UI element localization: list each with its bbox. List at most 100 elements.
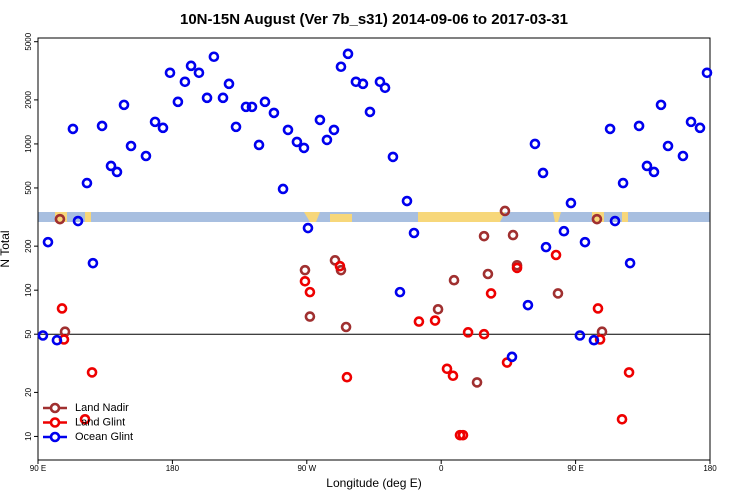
point <box>506 351 518 363</box>
x-axis-label: Longitude (deg E) <box>326 476 421 490</box>
point <box>379 82 391 94</box>
point <box>357 78 369 90</box>
point <box>51 334 63 346</box>
point <box>701 67 713 79</box>
x-tick-label: 90 E <box>567 464 583 473</box>
point <box>240 101 252 113</box>
point <box>217 92 229 104</box>
point <box>624 257 636 269</box>
point <box>485 288 497 299</box>
point <box>623 367 635 378</box>
y-tick-label: 2000 <box>24 90 33 108</box>
point <box>111 166 123 178</box>
y-tick-label: 500 <box>24 181 33 195</box>
point <box>259 96 271 108</box>
point <box>37 330 49 341</box>
point <box>529 138 541 150</box>
point <box>616 413 628 425</box>
point <box>314 114 326 126</box>
point <box>321 134 333 146</box>
point <box>140 150 152 162</box>
y-tick-label: 20 <box>24 387 33 396</box>
chart-title: 10N-15N August (Ver 7b_s31) 2014-09-06 t… <box>180 11 568 28</box>
point <box>604 123 616 135</box>
point <box>172 96 184 108</box>
land-strip <box>55 212 628 222</box>
point <box>594 334 606 345</box>
x-tick-label: 90 E <box>30 464 46 473</box>
point <box>522 299 534 311</box>
point <box>478 230 490 242</box>
point <box>511 262 523 274</box>
point <box>374 76 386 88</box>
point <box>655 99 667 111</box>
point <box>364 106 376 118</box>
x-tick-label: 180 <box>166 464 180 473</box>
point <box>432 304 444 315</box>
point <box>574 330 586 341</box>
point <box>677 150 689 162</box>
point <box>118 99 130 111</box>
point <box>304 311 316 322</box>
point <box>462 327 474 338</box>
point <box>401 195 413 207</box>
point <box>149 116 161 128</box>
point <box>558 225 570 237</box>
point <box>662 140 674 152</box>
x-tick-label: 180 <box>703 464 717 473</box>
y-tick-label: 100 <box>24 283 33 297</box>
point <box>105 160 117 172</box>
point <box>230 121 242 133</box>
point <box>299 264 311 276</box>
point <box>79 413 91 425</box>
point <box>277 183 289 195</box>
point <box>499 205 511 217</box>
point <box>591 213 603 225</box>
point <box>87 257 99 269</box>
point <box>246 101 258 113</box>
point <box>304 286 316 298</box>
point <box>648 166 660 178</box>
point <box>552 288 564 299</box>
legend-marker <box>49 417 61 428</box>
y-tick-label: 1000 <box>24 134 33 152</box>
point <box>223 78 235 90</box>
x-tick-label: 90 W <box>297 464 316 473</box>
point <box>478 328 490 340</box>
point <box>441 363 453 375</box>
point <box>617 177 629 189</box>
legend-label: Land Glint <box>75 416 125 428</box>
legend-label: Ocean Glint <box>75 431 133 443</box>
point <box>125 140 137 152</box>
point <box>179 76 191 88</box>
point <box>641 160 653 172</box>
point <box>328 124 340 136</box>
point <box>298 142 310 154</box>
point <box>96 120 108 132</box>
point <box>185 60 197 72</box>
point <box>429 315 441 326</box>
y-tick-label: 10 <box>24 431 33 440</box>
point <box>299 276 311 287</box>
point <box>537 167 549 179</box>
point <box>201 92 213 104</box>
point <box>268 107 280 119</box>
point <box>157 122 169 134</box>
point <box>507 229 519 241</box>
point <box>685 116 697 128</box>
point <box>408 227 420 239</box>
point <box>387 151 399 163</box>
point <box>208 51 220 63</box>
point <box>447 370 459 382</box>
point <box>609 215 621 227</box>
point <box>193 67 205 79</box>
y-tick-label: 50 <box>24 329 33 338</box>
y-axis-label: N Total <box>0 230 12 267</box>
point <box>413 316 425 327</box>
point <box>164 67 176 79</box>
point <box>694 122 706 134</box>
point <box>448 274 460 286</box>
point <box>282 124 294 136</box>
